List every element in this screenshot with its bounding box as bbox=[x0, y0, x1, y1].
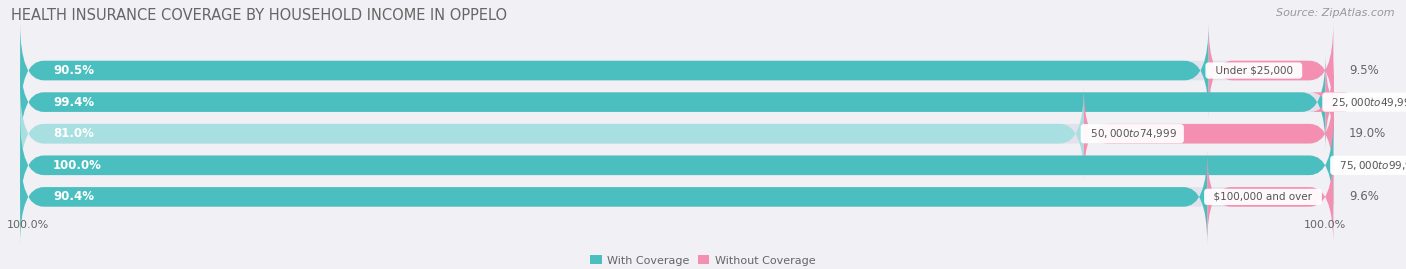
Text: $50,000 to $74,999: $50,000 to $74,999 bbox=[1084, 127, 1181, 140]
FancyBboxPatch shape bbox=[20, 87, 1333, 181]
Text: 9.6%: 9.6% bbox=[1350, 190, 1379, 203]
Text: 19.0%: 19.0% bbox=[1350, 127, 1386, 140]
Text: 90.4%: 90.4% bbox=[53, 190, 94, 203]
Text: 100.0%: 100.0% bbox=[1305, 220, 1347, 230]
FancyBboxPatch shape bbox=[1310, 55, 1350, 149]
FancyBboxPatch shape bbox=[20, 150, 1333, 244]
Legend: With Coverage, Without Coverage: With Coverage, Without Coverage bbox=[586, 251, 820, 269]
FancyBboxPatch shape bbox=[20, 87, 1084, 181]
Text: Source: ZipAtlas.com: Source: ZipAtlas.com bbox=[1277, 8, 1395, 18]
Text: Under $25,000: Under $25,000 bbox=[1209, 66, 1299, 76]
FancyBboxPatch shape bbox=[20, 118, 1333, 212]
Text: 100.0%: 100.0% bbox=[53, 159, 101, 172]
FancyBboxPatch shape bbox=[1208, 150, 1333, 244]
Text: 0.65%: 0.65% bbox=[1350, 95, 1386, 109]
FancyBboxPatch shape bbox=[20, 23, 1209, 118]
Text: 9.5%: 9.5% bbox=[1350, 64, 1379, 77]
Text: $25,000 to $49,999: $25,000 to $49,999 bbox=[1326, 95, 1406, 109]
Text: $75,000 to $99,999: $75,000 to $99,999 bbox=[1333, 159, 1406, 172]
FancyBboxPatch shape bbox=[1209, 23, 1333, 118]
Text: 0.0%: 0.0% bbox=[1350, 159, 1379, 172]
Text: $100,000 and over: $100,000 and over bbox=[1208, 192, 1319, 202]
FancyBboxPatch shape bbox=[20, 150, 1208, 244]
FancyBboxPatch shape bbox=[20, 55, 1333, 149]
FancyBboxPatch shape bbox=[20, 23, 1333, 118]
Text: 100.0%: 100.0% bbox=[7, 220, 49, 230]
Text: HEALTH INSURANCE COVERAGE BY HOUSEHOLD INCOME IN OPPELO: HEALTH INSURANCE COVERAGE BY HOUSEHOLD I… bbox=[11, 8, 508, 23]
FancyBboxPatch shape bbox=[20, 55, 1326, 149]
Text: 99.4%: 99.4% bbox=[53, 95, 94, 109]
Text: 81.0%: 81.0% bbox=[53, 127, 94, 140]
FancyBboxPatch shape bbox=[20, 118, 1333, 212]
Text: 90.5%: 90.5% bbox=[53, 64, 94, 77]
FancyBboxPatch shape bbox=[1084, 87, 1333, 181]
